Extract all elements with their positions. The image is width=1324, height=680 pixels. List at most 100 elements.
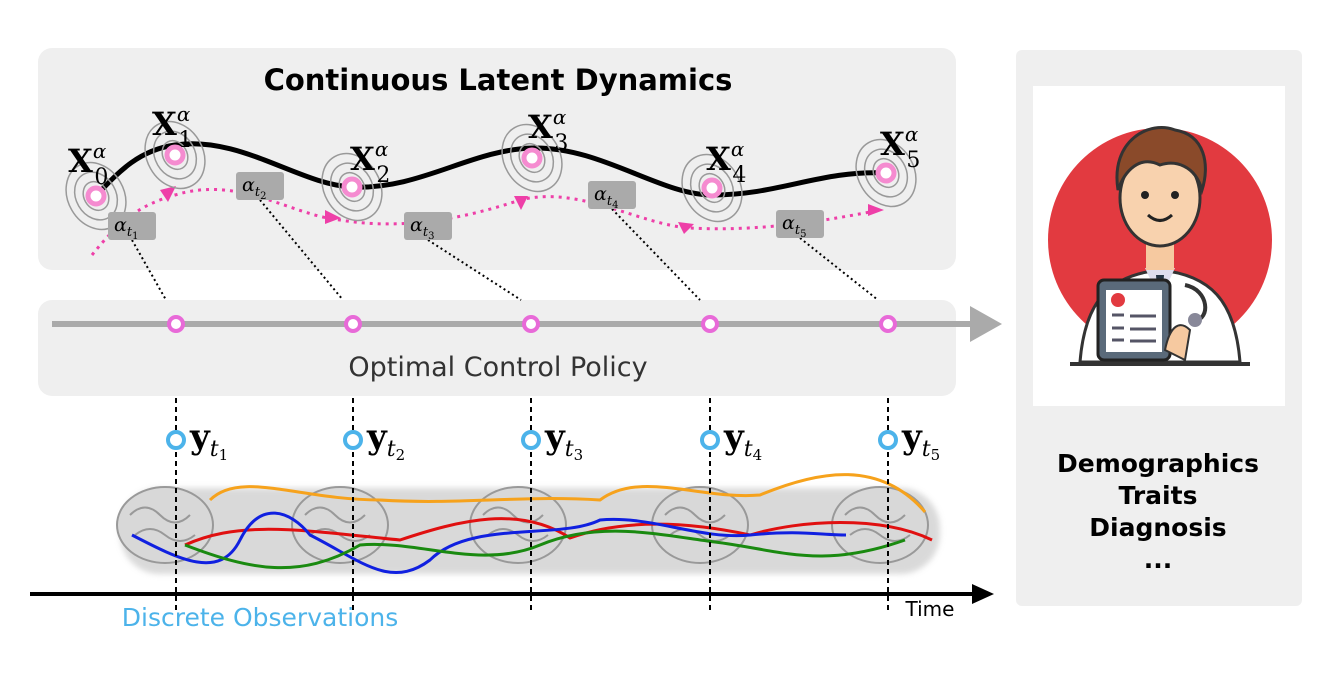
state-sub: 0 — [94, 165, 108, 190]
control-index: 1 — [132, 231, 138, 242]
control-sub: t — [607, 194, 613, 209]
state-sup: α — [177, 102, 191, 126]
control-sub: t — [795, 223, 801, 238]
state-node — [164, 144, 186, 166]
observation-index: 1 — [219, 446, 229, 464]
state-ring — [338, 171, 366, 203]
observation-index: 5 — [931, 446, 941, 464]
control-index: 3 — [428, 231, 434, 242]
time-arrowhead — [972, 584, 994, 604]
output-item: Demographics — [1057, 449, 1259, 478]
state-ring — [161, 139, 189, 171]
observation-label: yt3 — [544, 417, 583, 464]
control-link — [259, 199, 344, 301]
state-sub: 2 — [376, 163, 390, 188]
control-index: 5 — [800, 229, 806, 240]
policy-node — [344, 315, 362, 333]
state-sub: 3 — [554, 131, 568, 156]
state-node — [521, 147, 543, 169]
observation-node — [166, 430, 186, 450]
policy-node — [879, 315, 897, 333]
policy-label: Optimal Control Policy — [348, 352, 647, 383]
policy-node — [522, 315, 540, 333]
control-link — [427, 239, 522, 301]
state-ring — [82, 180, 110, 212]
observation-label: yt2 — [366, 417, 405, 464]
observation-index: 3 — [574, 446, 584, 464]
control-box — [404, 212, 452, 240]
state-label: Xα 3 — [528, 105, 568, 156]
latent-panel — [38, 48, 956, 270]
observation-label: yt5 — [901, 417, 940, 464]
state-sup: α — [731, 137, 745, 161]
observation-sub: t — [210, 437, 219, 462]
state-sup: α — [905, 122, 919, 146]
state-ring — [855, 138, 917, 208]
observation-sub: t — [565, 437, 574, 462]
observation-index: 4 — [753, 446, 763, 464]
state-ring — [329, 162, 375, 212]
state-sub: 5 — [906, 148, 920, 173]
policy-arrowhead — [970, 306, 1002, 342]
control-link — [611, 208, 701, 301]
control-label: αt2 — [242, 174, 266, 202]
control-arrows — [160, 186, 884, 234]
state-ring — [872, 157, 900, 189]
doctor-icon — [1048, 126, 1272, 366]
state-label: Xα 2 — [350, 137, 390, 188]
state-base: X — [706, 140, 731, 178]
control-index: 4 — [612, 200, 618, 211]
signal-line — [131, 511, 847, 575]
control-box — [776, 210, 824, 238]
control-link — [799, 237, 879, 301]
observation-base: y — [901, 417, 923, 457]
control-base: α — [782, 212, 795, 234]
observation-label: yt4 — [723, 417, 762, 464]
state-ring — [509, 133, 555, 183]
observation-sub: t — [922, 437, 931, 462]
observation-base: y — [544, 417, 566, 457]
control-trajectory — [90, 187, 881, 256]
control-label: αt1 — [114, 214, 138, 242]
state-sub: 4 — [732, 163, 746, 188]
state-ring — [863, 148, 909, 198]
control-base: α — [114, 214, 127, 236]
output-item: Traits — [1119, 481, 1198, 510]
state-base: X — [350, 140, 375, 178]
control-sub: t — [127, 225, 133, 240]
signal-line — [184, 517, 933, 547]
state-node — [875, 162, 897, 184]
state-ring — [144, 120, 206, 190]
signal-line — [208, 473, 927, 513]
control-box — [588, 181, 636, 209]
observation-node — [343, 430, 363, 450]
state-ring — [321, 152, 383, 222]
control-box — [108, 212, 156, 240]
state-label: Xα 5 — [880, 122, 920, 173]
state-label: Xα 0 — [68, 139, 108, 190]
observation-base: y — [366, 417, 388, 457]
state-ring — [152, 130, 198, 180]
state-base: X — [528, 108, 553, 146]
observation-node — [878, 430, 898, 450]
observation-node — [700, 430, 720, 450]
policy-node — [701, 315, 719, 333]
observation-sub: t — [387, 437, 396, 462]
state-ring — [518, 142, 546, 174]
state-base: X — [880, 125, 905, 163]
control-base: α — [594, 183, 607, 205]
control-sub: t — [423, 225, 429, 240]
observations-label: Discrete Observations — [122, 603, 398, 632]
control-label: αt5 — [782, 212, 806, 240]
state-ring — [681, 153, 743, 223]
state-sup: α — [375, 137, 389, 161]
output-item: ... — [1144, 545, 1173, 574]
state-sup: α — [553, 105, 567, 129]
state-base: X — [152, 105, 177, 143]
state-node — [701, 177, 723, 199]
output-item: Diagnosis — [1089, 513, 1226, 542]
state-sub: 1 — [178, 128, 192, 153]
control-sub: t — [255, 185, 261, 200]
control-label: αt3 — [410, 214, 434, 242]
